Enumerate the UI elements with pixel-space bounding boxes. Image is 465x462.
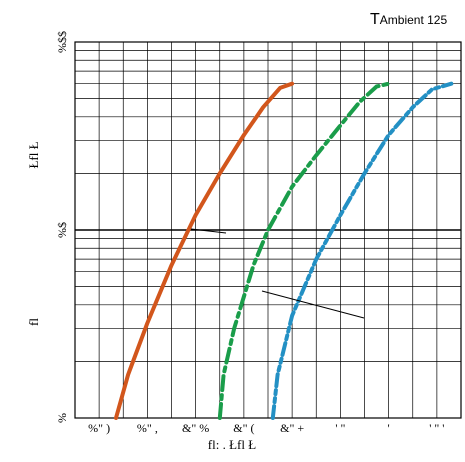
x-tick-label: &" %	[182, 421, 209, 435]
x-tick-labels: %" ) %" , &" % &" ( &" + ' " ' ' " '	[88, 421, 444, 435]
x-tick-label: &" (	[233, 421, 254, 435]
x-tick-label: %" )	[88, 421, 110, 435]
y-axis-label-lower: fl	[26, 318, 41, 326]
annotation-leader-2	[261, 290, 365, 319]
y-axis-label-upper: Łfl Ł	[26, 141, 41, 168]
y-tick-label: %$$	[55, 31, 69, 53]
x-tick-label: &" +	[280, 421, 304, 435]
chart-title: TAmbient 125	[370, 11, 447, 28]
plot-grid	[74, 41, 462, 419]
series-line-3	[270, 81, 454, 420]
series-line-1	[114, 81, 295, 420]
annotation-leader-1	[190, 228, 227, 234]
x-axis-label: fl: . Łfl Ł	[208, 437, 256, 452]
x-tick-label: ' " '	[429, 421, 444, 435]
annotation-lines	[190, 228, 365, 319]
x-tick-label: '	[388, 421, 390, 435]
plot-series	[114, 81, 454, 420]
x-tick-label: %" ,	[137, 421, 158, 435]
title-main: Ambient 125	[380, 13, 448, 27]
y-tick-labels: %$$ %$%	[55, 31, 69, 423]
svg-text:TAmbient 125: TAmbient 125	[370, 11, 447, 28]
x-tick-label: ' "	[335, 421, 345, 435]
series-line-2	[217, 81, 391, 420]
title-prefix: T	[370, 11, 380, 28]
y-tick-label: %$	[55, 222, 69, 238]
y-tick-label: %	[55, 413, 69, 423]
